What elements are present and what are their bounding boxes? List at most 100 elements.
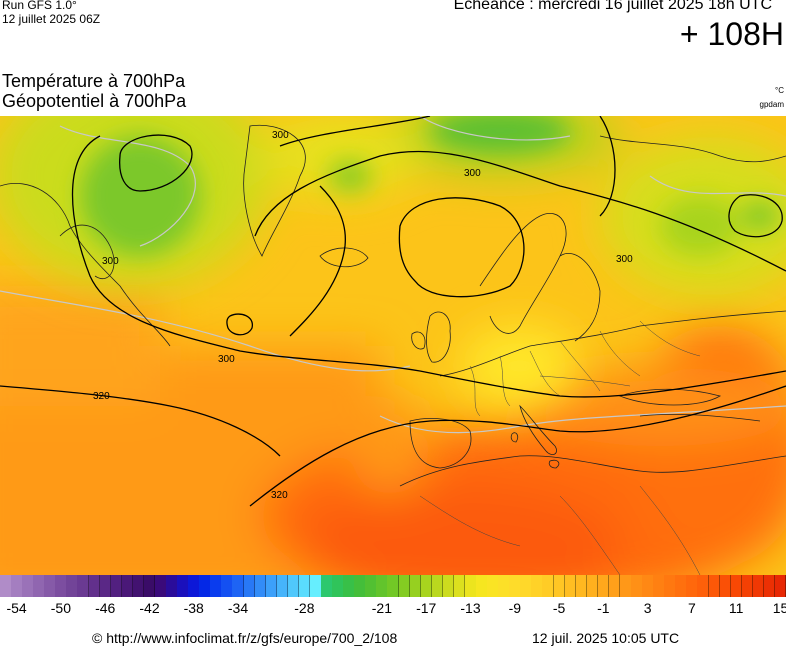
color-scale-cell [398, 575, 411, 597]
color-scale-cell [332, 575, 344, 597]
temperature-isolines [0, 116, 786, 434]
color-scale-cell [509, 575, 521, 597]
color-scale-tick: -13 [460, 600, 481, 616]
color-scale-tick: -42 [139, 600, 160, 616]
geopotential-contours [0, 116, 786, 507]
color-scale-cell [287, 575, 300, 597]
map-title-geopotential: Géopotentiel à 700hPa [2, 91, 187, 111]
color-scale-cell [719, 575, 732, 597]
temperature-field: 300 300 300 300 300 320 320 [0, 116, 786, 575]
contour-label: 300 [102, 256, 119, 267]
color-scale-cell [154, 575, 167, 597]
color-scale-cell [221, 575, 233, 597]
color-scale-cell [730, 575, 743, 597]
color-scale-tick: -28 [294, 600, 315, 616]
color-scale-tick: -1 [597, 600, 610, 616]
forecast-lead-time: + 108H [679, 16, 784, 52]
color-scale-cell [33, 575, 45, 597]
color-scale-tick: -17 [416, 600, 437, 616]
contour-label: 300 [272, 130, 289, 141]
color-scale-tick: 7 [687, 600, 696, 616]
color-scale-cell [44, 575, 56, 597]
color-scale-cell [553, 575, 566, 597]
color-scale-cell [763, 575, 776, 597]
color-scale-cell [675, 575, 687, 597]
color-scale-cell [199, 575, 211, 597]
coastlines [0, 124, 786, 487]
color-scale-cell [431, 575, 444, 597]
color-scale-cell [243, 575, 256, 597]
color-scale-cell [642, 575, 654, 597]
color-scale-cell [55, 575, 67, 597]
color-scale-cell [0, 575, 12, 597]
contour-label-group: 300 300 300 300 300 320 320 [93, 130, 633, 501]
color-scale-cell [498, 575, 510, 597]
color-scale-cell [464, 575, 477, 597]
color-scale-cell [22, 575, 34, 597]
color-scale-cell [476, 575, 488, 597]
color-scale-ticks: -54 -50 -46 -42 -38 -34 -28 -21 -17 -13 -9 -5 -1 3 7 11… [0, 600, 786, 618]
unit-temperature: °C [775, 86, 784, 95]
color-scale-cell [309, 575, 322, 597]
color-scale-cell [387, 575, 400, 597]
color-scale-cell [619, 575, 632, 597]
color-scale [0, 575, 786, 597]
color-scale-cell [453, 575, 466, 597]
color-scale-cell [564, 575, 577, 597]
color-scale-cell [741, 575, 754, 597]
color-scale-cell [232, 575, 245, 597]
color-scale-tick: 11 [728, 600, 744, 616]
color-scale-cell [708, 575, 721, 597]
color-scale-tick: -5 [552, 600, 566, 616]
contour-label: 300 [464, 168, 481, 179]
color-scale-cell [520, 575, 532, 597]
color-scale-cell [354, 575, 366, 597]
color-scale-cell [608, 575, 621, 597]
color-scale-cell [143, 575, 156, 597]
color-scale-tick: -46 [95, 600, 116, 616]
color-scale-cell [166, 575, 178, 597]
color-scale-cell [420, 575, 433, 597]
color-scale-tick: -50 [50, 600, 72, 616]
color-scale-cell [686, 575, 698, 597]
color-scale-cell [77, 575, 90, 597]
color-scale-cell [575, 575, 588, 597]
color-scale-cell [409, 575, 422, 597]
color-scale-cell [265, 575, 278, 597]
map-title-temperature: Température à 700hPa [2, 71, 186, 91]
color-scale-cell [586, 575, 599, 597]
color-scale-cell [210, 575, 222, 597]
color-scale-cell [88, 575, 101, 597]
color-scale-cell [121, 575, 134, 597]
color-scale-cell [697, 575, 709, 597]
color-scale-cell [653, 575, 665, 597]
color-scale-cell [343, 575, 355, 597]
color-scale-cell [188, 575, 200, 597]
country-borders [419, 320, 701, 575]
contour-label: 320 [93, 391, 110, 402]
color-scale-cell [774, 575, 786, 597]
run-date-label: 12 juillet 2025 06Z [2, 12, 101, 26]
color-scale-cell [254, 575, 267, 597]
color-scale-cell [664, 575, 676, 597]
color-scale-cell [531, 575, 543, 597]
color-scale-cell [487, 575, 499, 597]
color-scale-tick: -9 [508, 600, 522, 616]
color-scale-cell [276, 575, 289, 597]
color-scale-tick: -34 [227, 600, 249, 616]
color-scale-tick: -38 [183, 600, 204, 616]
color-scale-tick: 15 [772, 600, 786, 616]
forecast-map: 300 300 300 300 300 320 320 [0, 116, 786, 575]
color-scale-cell [177, 575, 189, 597]
color-scale-cell [631, 575, 643, 597]
color-scale-cell [99, 575, 112, 597]
color-scale-cell [376, 575, 388, 597]
color-scale-cell [298, 575, 311, 597]
contour-label: 320 [271, 490, 288, 501]
color-scale-cell [752, 575, 765, 597]
unit-geopotential: gpdam [759, 100, 784, 109]
contour-label: 300 [218, 354, 235, 365]
color-scale-cell [66, 575, 78, 597]
forecast-valid-time: Echéance : mercredi 16 juillet 2025 18h … [453, 0, 772, 13]
color-scale-cell [597, 575, 610, 597]
